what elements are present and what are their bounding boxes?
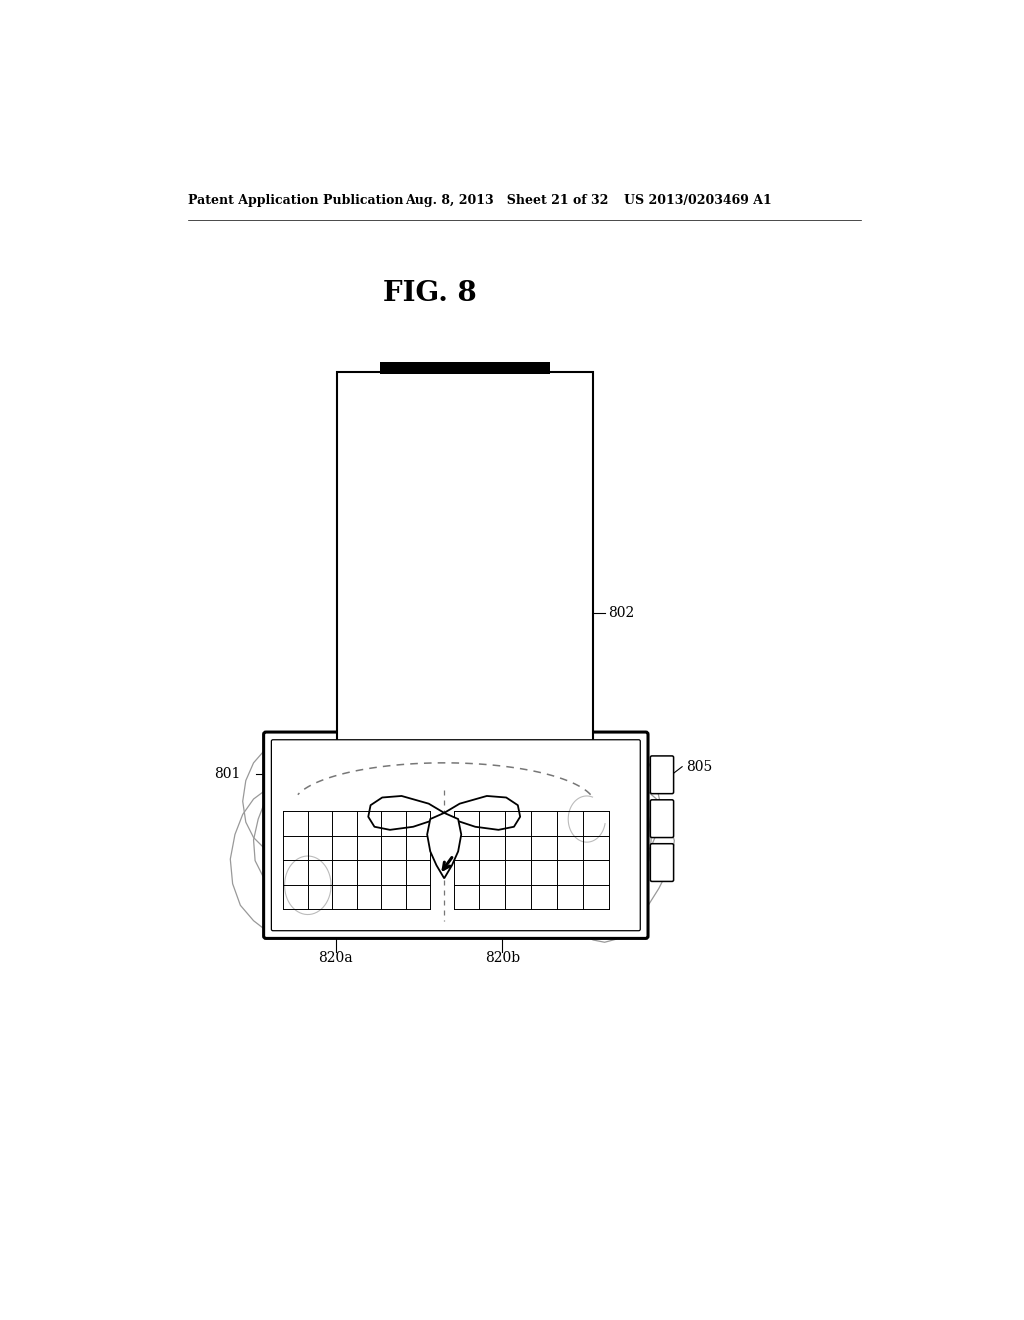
FancyBboxPatch shape <box>650 756 674 793</box>
Bar <box>380 362 550 374</box>
Text: Aug. 8, 2013   Sheet 21 of 32: Aug. 8, 2013 Sheet 21 of 32 <box>406 194 609 207</box>
Text: US 2013/0203469 A1: US 2013/0203469 A1 <box>624 194 772 207</box>
Text: 801: 801 <box>214 767 241 781</box>
Text: 820b: 820b <box>484 952 520 965</box>
FancyBboxPatch shape <box>650 843 674 882</box>
Text: 802: 802 <box>608 606 635 619</box>
Text: Patent Application Publication: Patent Application Publication <box>188 194 403 207</box>
Text: 830: 830 <box>454 774 480 788</box>
Polygon shape <box>427 813 461 878</box>
Text: FIG. 8: FIG. 8 <box>383 280 477 306</box>
FancyBboxPatch shape <box>650 800 674 837</box>
Text: 820a: 820a <box>318 952 353 965</box>
Text: 805: 805 <box>686 760 713 774</box>
FancyBboxPatch shape <box>263 733 648 939</box>
FancyBboxPatch shape <box>271 739 640 931</box>
Bar <box>337 372 593 743</box>
